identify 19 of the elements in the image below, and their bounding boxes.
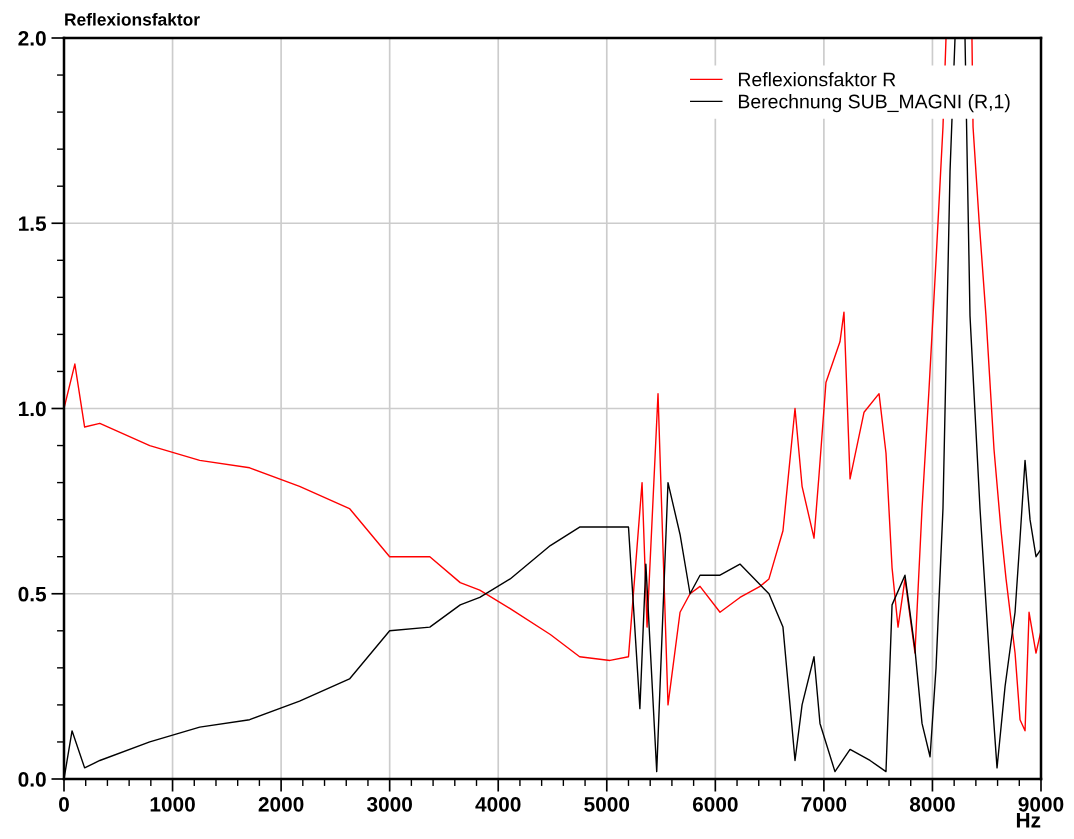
x-tick-label: 5000 [584, 796, 630, 812]
x-tick-label: 7000 [801, 796, 847, 812]
x-tick-label: 1000 [150, 796, 195, 812]
legend-label: Reflexionsfaktor R [738, 72, 896, 87]
x-tick-label: 8000 [909, 796, 955, 812]
y-tick-label: 0.5 [18, 586, 47, 602]
x-tick-label: 4000 [475, 796, 521, 812]
x-tick-label: 0 [59, 796, 69, 812]
y-tick-label: 2.0 [18, 31, 46, 46]
x-tick-label: 2000 [258, 796, 304, 812]
x-tick-label: 9000 [1018, 796, 1064, 812]
legend-label: Berechnung SUB_MAGNI (R,1) [738, 94, 1010, 113]
y-tick-label: 1.5 [18, 216, 47, 231]
x-tick-label: 3000 [366, 796, 412, 812]
x-axis-title: Hz [1016, 813, 1041, 828]
y-tick-label: 1.0 [18, 401, 46, 417]
y-tick-label: 0.0 [18, 772, 46, 787]
x-tick-label: 6000 [692, 796, 738, 812]
y-axis-title: Reflexionsfaktor [65, 12, 200, 26]
